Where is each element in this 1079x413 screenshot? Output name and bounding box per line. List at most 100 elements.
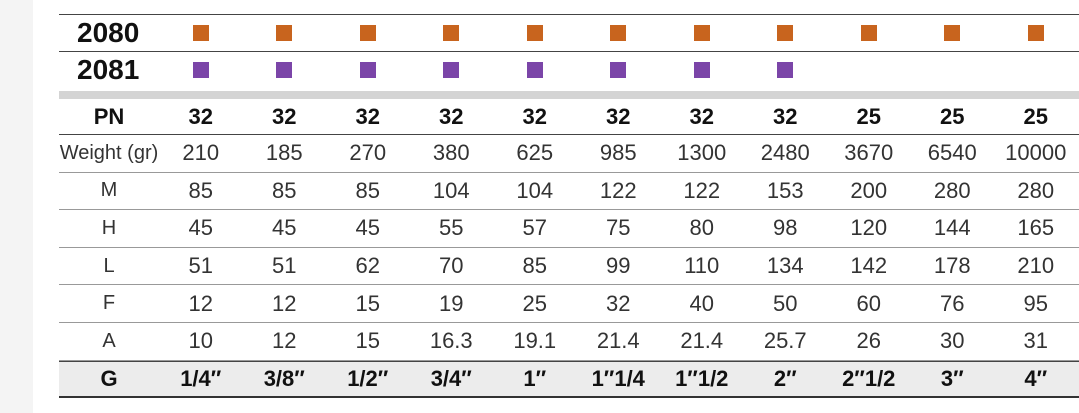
table-cell: 85 xyxy=(355,177,380,203)
table-cell: 210 xyxy=(1017,253,1055,279)
table-cell: 32 xyxy=(606,290,631,316)
table-cell: 57 xyxy=(522,215,547,241)
table-cell: 12 xyxy=(272,290,297,316)
table-cell: 110 xyxy=(684,253,720,279)
table-cell: 1″1/2 xyxy=(675,365,729,391)
spec-table: 2080 2081 PN 32 32 32 32 32 32 32 32 25 25 25 Weig… xyxy=(59,14,1079,398)
table-cell: 3/8″ xyxy=(263,365,305,391)
availability-cell xyxy=(159,62,243,78)
availability-square-icon xyxy=(610,25,627,41)
table-cell: 142 xyxy=(850,253,888,279)
table-cell: 45 xyxy=(355,215,380,241)
table-cell: 165 xyxy=(1017,215,1055,241)
availability-cell xyxy=(243,25,327,41)
table-cell: 25 xyxy=(522,290,547,316)
table-cell: 31 xyxy=(1023,328,1048,354)
row-label: M xyxy=(100,179,118,202)
table-cell: 80 xyxy=(689,215,714,241)
table-cell: 3″ xyxy=(940,365,964,391)
table-cell: 55 xyxy=(439,215,464,241)
table-cell: 25.7 xyxy=(763,328,807,354)
row-label: Weight (gr) xyxy=(59,141,159,164)
table-cell: 380 xyxy=(432,140,470,166)
table-cell: 122 xyxy=(599,177,637,203)
table-row: L 51 51 62 70 85 99 110 134 142 178 210 xyxy=(59,248,1079,286)
table-cell: 19.1 xyxy=(513,328,557,354)
availability-cell xyxy=(744,25,828,41)
availability-square-icon xyxy=(610,62,627,78)
table-cell: 280 xyxy=(1017,177,1055,203)
availability-square-icon xyxy=(359,25,376,41)
availability-cell xyxy=(493,62,577,78)
dimension-rows: Weight (gr) 210 185 270 380 625 985 1300 2480 367… xyxy=(59,135,1079,361)
model-cells xyxy=(159,62,1078,78)
table-cell: 40 xyxy=(689,290,714,316)
table-cell: 98 xyxy=(773,215,798,241)
table-cell: 270 xyxy=(349,140,387,166)
table-cell: 32 xyxy=(606,103,631,129)
table-cell: 120 xyxy=(850,215,888,241)
table-cell: 200 xyxy=(850,177,888,203)
availability-cell xyxy=(326,25,410,41)
model-label: 2081 xyxy=(77,54,140,85)
table-cell: 178 xyxy=(933,253,971,279)
table-cell: 25 xyxy=(940,103,965,129)
table-cell: 3/4″ xyxy=(430,365,472,391)
availability-cell xyxy=(577,62,661,78)
table-cell: 85 xyxy=(188,177,213,203)
table-cell: 21.4 xyxy=(680,328,724,354)
table-cell: 134 xyxy=(766,253,804,279)
availability-cell xyxy=(994,25,1078,41)
table-cell: 95 xyxy=(1023,290,1048,316)
table-row: H 45 45 45 55 57 75 80 98 120 144 165 xyxy=(59,210,1079,248)
table-cell: 45 xyxy=(272,215,297,241)
availability-cell xyxy=(410,25,494,41)
g-label: G xyxy=(100,365,118,391)
table-cell: 122 xyxy=(683,177,721,203)
table-cell: 12 xyxy=(272,328,297,354)
table-cell: 26 xyxy=(856,328,881,354)
table-cell: 45 xyxy=(188,215,213,241)
table-cell: 144 xyxy=(933,215,971,241)
availability-square-icon xyxy=(443,62,460,78)
table-cell: 32 xyxy=(272,103,297,129)
table-cell: 32 xyxy=(188,103,213,129)
section-divider xyxy=(59,91,1079,99)
page-margin xyxy=(0,0,33,413)
availability-square-icon xyxy=(276,25,293,41)
table-cell: 2480 xyxy=(760,140,810,166)
availability-square-icon xyxy=(693,25,710,41)
g-row: G 1/4″ 3/8″ 1/2″ 3/4″ 1″ 1″1/4 1″1/2 2″ 2″1/2 3″ 4… xyxy=(59,360,1079,398)
table-cell: 19 xyxy=(439,290,464,316)
table-row: Weight (gr) 210 185 270 380 625 985 1300 2480 367… xyxy=(59,135,1079,173)
availability-square-icon xyxy=(359,62,376,78)
table-cell: 50 xyxy=(773,290,798,316)
availability-square-icon xyxy=(944,25,961,41)
availability-cell xyxy=(577,25,661,41)
table-cell: 1″ xyxy=(523,365,547,391)
row-label: H xyxy=(101,216,117,239)
row-label: A xyxy=(102,329,116,352)
availability-cell xyxy=(911,25,995,41)
availability-square-icon xyxy=(693,62,710,78)
table-cell: 32 xyxy=(689,103,714,129)
table-cell: 15 xyxy=(355,290,380,316)
availability-square-icon xyxy=(777,62,794,78)
table-cell: 625 xyxy=(516,140,554,166)
table-cell: 4″ xyxy=(1024,365,1048,391)
availability-cell xyxy=(410,62,494,78)
availability-cell xyxy=(827,62,911,78)
table-cell: 6540 xyxy=(927,140,977,166)
table-cell: 3670 xyxy=(844,140,894,166)
availability-cell xyxy=(911,62,995,78)
table-cell: 104 xyxy=(516,177,554,203)
table-cell: 85 xyxy=(522,253,547,279)
table-cell: 25 xyxy=(856,103,881,129)
table-row: F 12 12 15 19 25 32 40 50 60 76 95 xyxy=(59,285,1079,323)
table-cell: 153 xyxy=(766,177,804,203)
table-cell: 985 xyxy=(599,140,637,166)
availability-cell xyxy=(827,25,911,41)
table-cell: 10 xyxy=(188,328,213,354)
table-cell: 1/2″ xyxy=(347,365,389,391)
table-cell: 104 xyxy=(432,177,470,203)
